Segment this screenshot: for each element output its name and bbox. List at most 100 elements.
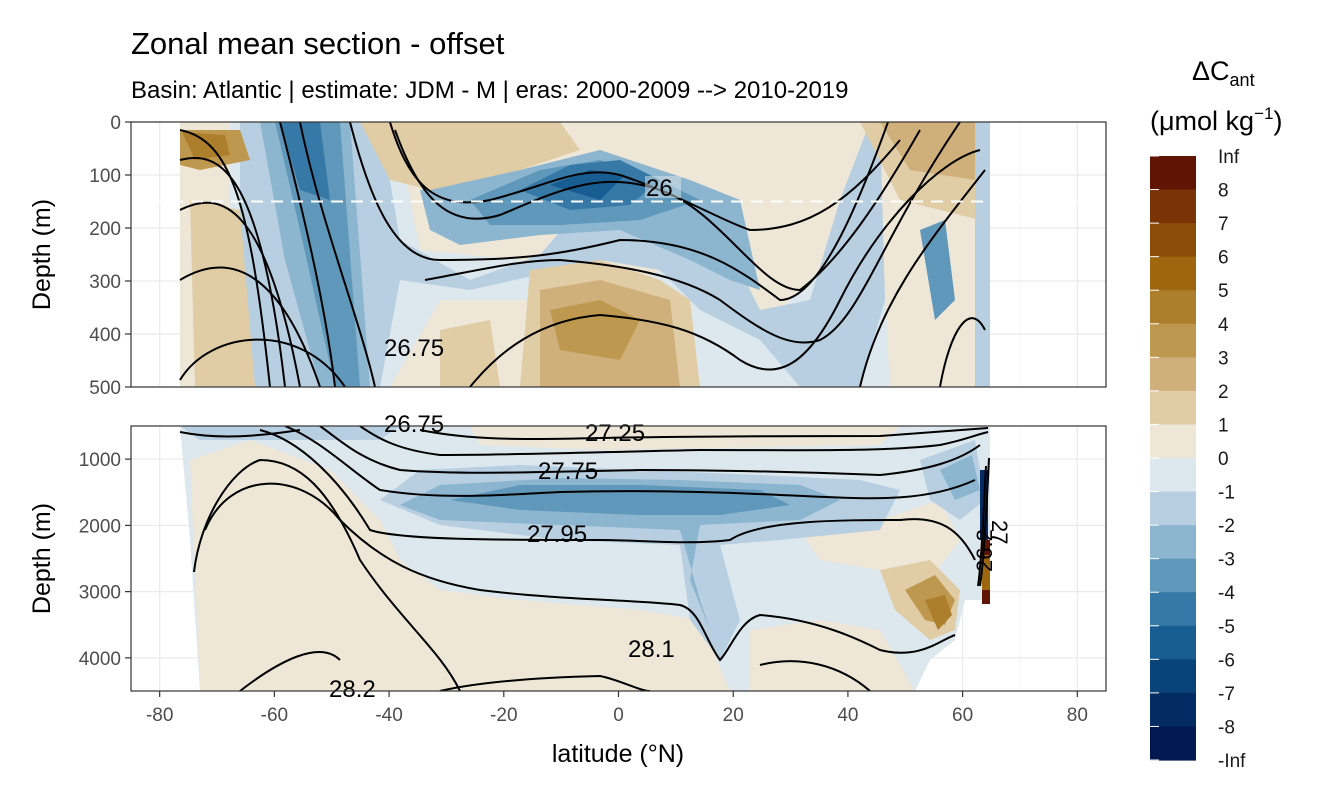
upper-panel-field xyxy=(180,122,990,387)
y-tick-label: 1000 xyxy=(79,450,121,471)
field-region-top-blue-1 xyxy=(240,122,885,387)
y-tick-label: 0 xyxy=(110,113,121,134)
lower-panel: 26.75 27.25 27.75 27.95 28.1 28.2 26.2 2… xyxy=(130,411,1107,703)
contour-label-27-75: 27.75 xyxy=(538,458,598,485)
legend-unit-sup: −1 xyxy=(1254,104,1273,123)
isopycnal-bottom-2 xyxy=(204,482,956,662)
isopycnal-bottom-9 xyxy=(239,651,341,691)
isopycnal-bottom-11 xyxy=(759,660,871,691)
legend-label: 4 xyxy=(1218,315,1229,336)
legend-label: -Inf xyxy=(1218,751,1246,772)
isopycnal-bottom-5 xyxy=(319,426,981,477)
isopycnal-bottom-3 xyxy=(259,429,976,561)
x-tick-label: -40 xyxy=(375,705,402,726)
contour-label-27-95: 27.95 xyxy=(527,521,587,548)
upper-panel-contours xyxy=(179,122,986,387)
legend-color-swatch xyxy=(1150,625,1196,660)
upper-panel-contour-labels: 26 26.75 xyxy=(384,175,681,362)
legend-label: -2 xyxy=(1218,516,1235,537)
legend-color-swatch xyxy=(1150,692,1196,728)
field-region-bottom-tan-3 xyxy=(925,595,952,630)
x-axis-title: latitude (°N) xyxy=(552,740,684,768)
x-tick-label: -20 xyxy=(490,705,517,726)
contour-label-27: 27 xyxy=(987,520,1012,544)
legend-label: 1 xyxy=(1218,415,1229,436)
field-region-bottom-beige-2 xyxy=(750,620,915,691)
upper-panel: 26 26.75 xyxy=(130,121,1107,388)
field-region-bottom-beige-1 xyxy=(190,440,730,691)
field-region-top-brown-4 xyxy=(550,300,640,360)
legend-colorbar xyxy=(1150,155,1196,761)
legend-labels: Inf 8 7 6 5 4 3 2 1 0 -1 -2 -3 -4 -5 -6 -7 -8 -Inf xyxy=(1218,147,1246,772)
contour-label-28-2: 28.2 xyxy=(329,676,376,703)
contour-label-28-1: 28.1 xyxy=(628,636,675,663)
isopycnal-top-8 xyxy=(349,122,889,302)
isopycnal-bottom-13 xyxy=(979,457,990,587)
contour-label-26: 26 xyxy=(646,175,673,202)
legend-label: 0 xyxy=(1218,449,1229,470)
legend-unit-post: ) xyxy=(1273,106,1282,136)
y-tick-label: 400 xyxy=(89,325,121,346)
legend-title-sub: ant xyxy=(1230,70,1255,90)
field-region-bottom-edge-strip-2 xyxy=(982,555,990,590)
legend-color-swatch xyxy=(1150,726,1196,761)
field-region-top-brown-8 xyxy=(182,132,230,160)
y-tick-label: 4000 xyxy=(79,649,121,670)
field-region-bottom-blue-2 xyxy=(400,478,840,630)
isopycnal-top-7 xyxy=(299,122,376,387)
legend-color-swatch xyxy=(1150,357,1196,392)
legend-label: -5 xyxy=(1218,617,1235,638)
isopycnal-top-6 xyxy=(279,122,336,387)
legend-label: -3 xyxy=(1218,550,1235,571)
contour-label-26-75: 26.75 xyxy=(384,335,444,362)
legend-label: -4 xyxy=(1218,583,1235,604)
legend-label: Inf xyxy=(1218,147,1240,168)
contour-label-27-25: 27.25 xyxy=(585,420,645,447)
legend-color-swatch xyxy=(1150,256,1196,291)
lower-panel-contours xyxy=(179,426,990,691)
x-tick-label: 80 xyxy=(1067,705,1088,726)
chart-title: Zonal mean section - offset xyxy=(131,26,505,61)
y-tick-label: 3000 xyxy=(79,583,121,604)
legend: ΔCant (μmol kg−1) Inf 8 7 6 5 4 3 2 1 0 -1 -2 -3 -4 -5… xyxy=(1150,56,1282,772)
legend-label: -1 xyxy=(1218,483,1235,504)
legend-color-swatch xyxy=(1150,290,1196,325)
lower-panel-contour-labels: 26.75 27.25 27.75 27.95 28.1 28.2 26.2 2… xyxy=(329,411,1012,703)
x-tick-label: 20 xyxy=(723,705,744,726)
field-region-top-blue-10 xyxy=(975,122,990,387)
isopycnal-bottom-8 xyxy=(179,429,301,438)
x-tick-label: -80 xyxy=(146,705,173,726)
upper-panel-border xyxy=(130,121,1107,388)
legend-color-swatch xyxy=(1150,458,1196,493)
legend-title-main: ΔC xyxy=(1192,56,1230,86)
y-axis-title-upper: Depth (m) xyxy=(28,199,56,310)
lower-panel-field xyxy=(180,426,990,691)
x-tick-label: -60 xyxy=(261,705,288,726)
isopycnal-top-13 xyxy=(939,317,986,387)
legend-unit: (μmol kg−1) xyxy=(1150,104,1282,136)
legend-color-swatch xyxy=(1150,323,1196,358)
legend-label: 5 xyxy=(1218,281,1229,302)
x-tick-label: 60 xyxy=(952,705,973,726)
isopycnal-bottom-10 xyxy=(439,674,651,691)
legend-label: 6 xyxy=(1218,248,1229,269)
isopycnal-top-1 xyxy=(179,129,271,387)
isopycnal-top-26 xyxy=(389,122,901,232)
legend-color-swatch xyxy=(1150,424,1196,459)
legend-color-swatch xyxy=(1150,592,1196,627)
legend-color-swatch xyxy=(1150,390,1196,426)
y-tick-label: 300 xyxy=(89,272,121,293)
chart-subtitle: Basin: Atlantic | estimate: JDM - M | er… xyxy=(131,77,848,104)
legend-color-swatch xyxy=(1150,223,1196,258)
isopycnal-top-4 xyxy=(179,266,321,387)
isopycnal-bottom-12 xyxy=(977,465,987,587)
y-axis-title-lower: Depth (m) xyxy=(28,503,56,614)
isopycnal-bottom-6 xyxy=(359,426,989,457)
isopycnal-bottom-7 xyxy=(419,427,989,441)
contour-label-lower-26-75: 26.75 xyxy=(384,411,444,438)
legend-label: -6 xyxy=(1218,650,1235,671)
isopycnal-bottom-4 xyxy=(284,426,976,500)
legend-label: -8 xyxy=(1218,717,1235,738)
